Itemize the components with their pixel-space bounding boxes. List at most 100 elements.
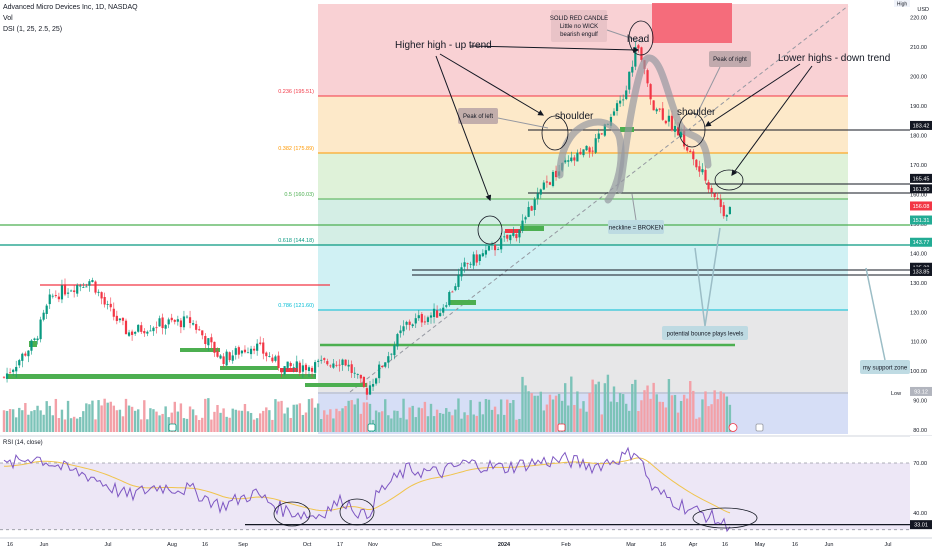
earnings-marker-upcoming[interactable] [755,423,764,432]
time-label: Jul [104,542,111,548]
candle-body [79,285,82,287]
candle-body [414,318,417,324]
volume-bar [323,410,326,432]
volume-bar [11,409,15,432]
candle-body [152,327,155,332]
volume-bar [399,417,402,432]
candle-body [271,357,274,362]
candle-body [716,197,719,200]
candle-body [283,366,286,375]
candle-body [445,305,448,307]
volume-bar [564,383,567,432]
earnings-marker[interactable] [367,423,376,432]
volume-bar [33,410,36,432]
volume-bar [8,409,12,432]
volume-bar [396,410,399,432]
zone-bar [29,341,37,347]
scale-mode-box[interactable] [894,0,910,7]
candle-body [509,234,512,241]
price-tag-box [910,184,932,194]
candle-body [73,290,76,293]
fib-label-0786: 0.786 (121.60) [278,303,314,309]
price-tick: 110.00 [911,340,927,346]
volume-bar [643,390,646,432]
volume-bar [420,408,424,432]
volume-bar [591,379,594,432]
volume-bar [670,395,674,432]
candle-body [463,262,466,267]
candle-body [365,388,369,395]
earnings-marker[interactable] [557,423,566,432]
volume-bar [521,376,524,432]
callout-bounce: potential bounce plays levels [667,332,744,338]
volume-bar [274,399,277,432]
volume-bar [628,410,631,432]
candle-body [603,124,606,136]
dividend-marker[interactable] [728,423,738,432]
price-tag-text: 156.08 [913,204,930,210]
scale-mode-label[interactable]: High [897,2,908,8]
candle-body [149,330,152,332]
candle-body [676,127,680,136]
volume-bar [277,401,280,432]
candle-body [277,355,280,369]
candle-body [219,355,222,359]
candle-body [539,189,542,195]
volume-bar [423,401,427,432]
label-downtrend: Lower highs - down trend [778,53,890,64]
candle-body [615,103,619,111]
candle-body [646,70,649,84]
price-tag-text: 165.45 [913,176,930,182]
candle-body [512,233,515,236]
earnings-marker[interactable] [168,423,177,432]
volume-bar [344,405,347,432]
candle-body [188,317,192,324]
volume-bar [252,419,256,432]
fib-zone-0786-1 [318,310,848,392]
volume-bar [478,401,481,432]
volume-bar [170,412,173,432]
candle-body [408,321,411,325]
volume-bar [91,400,94,432]
candle-body [554,170,558,178]
volume-bar [585,411,588,432]
price-tag-text: 151.31 [913,218,930,224]
arrow-downtrend-1 [704,63,801,127]
candle-body [393,345,396,356]
candle-body [649,84,652,100]
price-axis-ticks: 220.00 210.00 200.00 190.00 180.00 170.00 160.… [910,16,927,434]
candle-body [30,340,33,351]
candle-body [573,157,576,161]
candle-body [457,275,460,287]
candle-body [490,244,494,245]
candle-body [240,350,243,354]
candle-body [664,120,667,124]
volume-bar [240,410,244,432]
candle-body [472,254,475,266]
dsi-legend: DSI (1, 25, 2.5, 25) [3,26,63,33]
time-label: May [755,542,766,548]
volume-bar [506,399,509,432]
volume-bar [326,414,329,432]
volume-bar [707,406,710,432]
candle-body [503,236,506,238]
volume-bar [301,414,305,432]
candle-body [176,319,179,322]
candle-body [51,295,54,297]
hs-annotations [477,20,744,245]
rsi-circle [339,498,375,526]
volume-bar [548,394,552,432]
candle-body [683,129,686,147]
candle-body [417,315,420,319]
candle-body [728,207,731,214]
volume-bar [499,399,503,432]
price-tag-box [910,237,932,247]
rsi-band [0,463,910,530]
candle-body [493,245,497,251]
candle-body [515,234,518,239]
volume-bar [573,404,576,432]
volume-bar [51,415,54,432]
volume-bar [225,416,228,432]
volume-bar [460,418,463,432]
